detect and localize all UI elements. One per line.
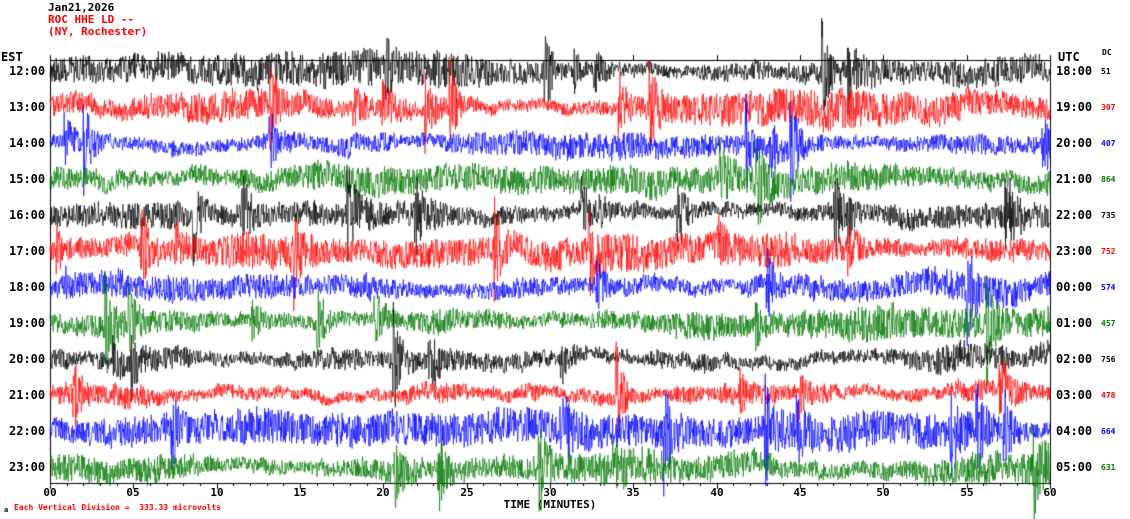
est-time-label: 17:00: [9, 244, 46, 258]
utc-time-label: 04:00: [1056, 424, 1093, 438]
utc-time-label: 05:00: [1056, 460, 1093, 474]
est-time-label: 23:00: [9, 460, 46, 474]
utc-time-label: 03:00: [1056, 388, 1093, 402]
utc-time-label: 19:00: [1056, 100, 1093, 114]
utc-time-label: 02:00: [1056, 352, 1093, 366]
est-time-label: 14:00: [9, 136, 46, 150]
est-time-label: 16:00: [9, 208, 46, 222]
dc-value: 664: [1101, 427, 1116, 436]
utc-time-label: 23:00: [1056, 244, 1093, 258]
utc-time-label: 00:00: [1056, 280, 1093, 294]
est-time-label: 21:00: [9, 388, 46, 402]
dc-value: 574: [1101, 283, 1116, 292]
dc-value: 752: [1101, 247, 1116, 256]
dc-value: 864: [1101, 175, 1116, 184]
dc-value: 307: [1101, 103, 1116, 112]
header-location: (NY, Rochester): [48, 25, 148, 38]
dc-column-label: DC: [1102, 48, 1112, 57]
est-time-label: 19:00: [9, 316, 46, 330]
dc-value: 457: [1101, 319, 1116, 328]
utc-time-label: 22:00: [1056, 208, 1093, 222]
left-axis-label: EST: [1, 50, 23, 64]
utc-time-label: 18:00: [1056, 64, 1093, 78]
est-time-label: 22:00: [9, 424, 46, 438]
dc-value: 631: [1101, 463, 1116, 472]
est-time-label: 20:00: [9, 352, 46, 366]
watermark-glyph: a: [4, 506, 9, 514]
utc-time-label: 21:00: [1056, 172, 1093, 186]
dc-value: 478: [1101, 391, 1116, 400]
utc-time-label: 20:00: [1056, 136, 1093, 150]
dc-value: 407: [1101, 139, 1116, 148]
est-time-label: 15:00: [9, 172, 46, 186]
dc-value: 756: [1101, 355, 1116, 364]
utc-time-label: 01:00: [1056, 316, 1093, 330]
scale-note: Each Vertical Division = 333.33 microvol…: [14, 503, 222, 512]
est-time-label: 13:00: [9, 100, 46, 114]
right-axis-label: UTC: [1058, 50, 1080, 64]
est-time-label: 12:00: [9, 64, 46, 78]
dc-value: 735: [1101, 211, 1116, 220]
est-time-label: 18:00: [9, 280, 46, 294]
dc-value: 51: [1101, 67, 1111, 76]
